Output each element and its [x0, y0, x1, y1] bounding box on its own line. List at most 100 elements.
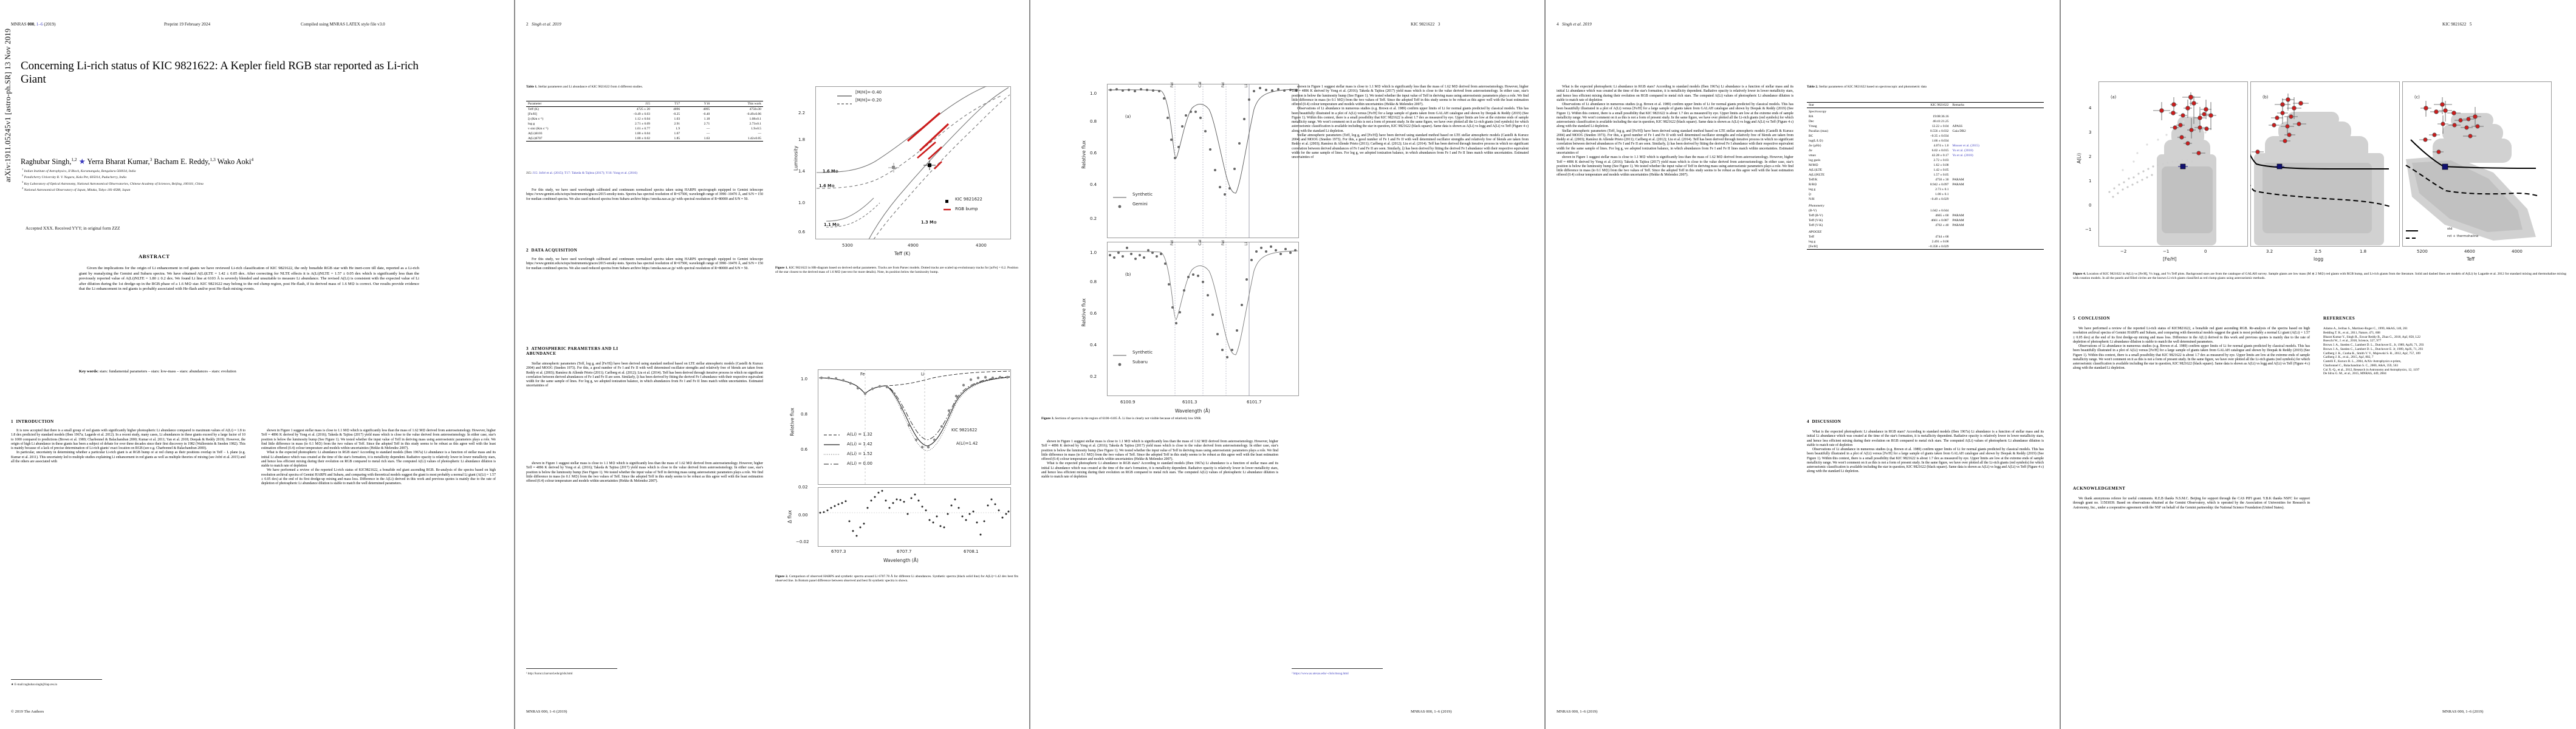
- reference-item: De Silva G. M., et al., 2015, MNRAS, 449…: [2323, 372, 2386, 376]
- figure-3: 1.0 0.8 0.6 0.4 0.2 Relative flux 1.0 0.…: [1073, 79, 1304, 414]
- table-row: BC −0.35 ± 0.034: [1809, 134, 1949, 138]
- figure-2-legend-1: A(Li) = 1.32: [847, 432, 872, 437]
- figure-3-legend-b-marks: [1113, 355, 1126, 366]
- conclusion-para-2: Observations of Li abundance in numerous…: [2073, 344, 2311, 371]
- page1-col1: It is now accepted that there is a small…: [11, 429, 245, 464]
- figure-3-legend-a2: Gemini: [1132, 202, 1148, 207]
- table-row: RA 19:08:36.16: [1809, 115, 1949, 118]
- table-row: M/M⊙ 1.62 ± 0.08: [1809, 163, 1949, 167]
- intro-paragraph-2: In particular, uncertainty in determinin…: [11, 451, 245, 464]
- p4-para-1: What is the expected photospheric Li abu…: [1557, 85, 1793, 102]
- author-1: Raghubar Singh,: [21, 157, 72, 166]
- figure-3-legend-a-marks: [1113, 197, 1126, 208]
- figure-1-legend-2: [M/H]=-0.20: [855, 98, 882, 103]
- reference-item: Castelli F., Kurucz R. L., 2004, ArXiv A…: [2323, 360, 2402, 364]
- figure-1-legend-3: KIC 9821622: [955, 197, 982, 202]
- page2-col1: For this study, we have used wavelength …: [526, 188, 763, 202]
- figure-3-caption: Figure 3. Sections of spectra in the reg…: [1041, 417, 1202, 420]
- figure-2: 1.0 0.8 0.6 Relative flux 0.02 0.00 −0.0…: [775, 364, 1018, 571]
- acknowledgement-para: We thank anonymous referee for useful co…: [2073, 497, 2310, 510]
- table-2: Star KIC 9821622 Remarks Spectroscopy RA…: [1807, 102, 2044, 250]
- footnote-url[interactable]: ¹ http://kurucz.harvard.edu/grids.html: [526, 672, 573, 676]
- p4-para-4: shown in Figure 1 suggest stellar mass i…: [1557, 156, 1793, 177]
- figure-4-plot-a: [2108, 92, 2216, 245]
- page3-col2: shown in Figure 1 suggest stellar mass i…: [1292, 85, 1529, 160]
- p3-col2-para-3: Stellar atmospheric parameters (Teff, lo…: [1292, 133, 1529, 160]
- page-3: KIC 9821622 3 1.0 0.8 0.6 0.4 0.2 Relati…: [1030, 0, 1544, 729]
- p3-col2-para-1: shown in Figure 1 suggest stellar mass i…: [1292, 85, 1529, 107]
- page2-col1c: Stellar atmospheric parameters (Teff, lo…: [526, 362, 763, 389]
- table-row: v sini (Km s⁻¹) 1.01 ± 0.77 1.9—1.9±0.5: [528, 127, 761, 131]
- author-list: Raghubar Singh,1,2 ★ Yerra Bharat Kumar,…: [21, 157, 254, 166]
- p3-para-1: shown in Figure 1 suggest stellar mass i…: [1041, 440, 1278, 462]
- keywords-label: Key words:: [79, 369, 99, 374]
- section-1-heading: 1 INTRODUCTION: [11, 419, 54, 424]
- figure-4-caption: Figure 4. Location of KIC 9821622 in A(L…: [2073, 272, 2566, 280]
- figure-1-legend-4: RGB bump: [955, 207, 978, 211]
- figure-1-legend-1: [M/H]=-0.40: [855, 90, 882, 95]
- figure-1-ylabel: Luminosity: [793, 146, 799, 171]
- reference-item: Boeschi W., J. et al., 2018, Science, 32…: [2323, 339, 2382, 343]
- table-row: A(Li)NLTE 1.57 ± 0.05: [1809, 173, 1949, 177]
- author-3: Bacham E. Reddy,: [154, 157, 210, 166]
- keywords: Key words: stars: fundamental parameters…: [79, 369, 419, 375]
- figure-3-panel-a: (a): [1125, 114, 1131, 119]
- figure-3-line-li: Li: [1244, 84, 1249, 87]
- affiliation-3: Key Laboratory of Optical Astronomy, Nat…: [24, 182, 204, 186]
- figure-2-xlabel: Wavelength (Å): [883, 558, 919, 563]
- table-row: (B-V) 1.042 ± 0.044: [1809, 209, 1949, 213]
- figure-4-plot-c: [2405, 97, 2538, 241]
- figure-3-ylabel-a: Relative flux: [1081, 140, 1087, 169]
- figure-2-axes-bottom: [818, 487, 1011, 547]
- table-row: [Fe/H] −0.49 ± 0.03 -0.25 -0.40 -0.49±0.06: [528, 112, 761, 116]
- corresponding-star: ★: [78, 157, 86, 166]
- page5-ack: We thank anonymous referee for useful co…: [2073, 497, 2310, 510]
- sec3-para: Stellar atmospheric parameters (Teff, lo…: [526, 362, 763, 388]
- table-row: Teff 4744 ± 68: [1809, 235, 1949, 239]
- table-row: log g 2.73 ± 0.1: [1809, 188, 1949, 191]
- figure-4-ylabel: A(Li): [2076, 152, 2082, 164]
- journal-volume: 000: [27, 22, 35, 27]
- footnote-url-3[interactable]: ² https://www.as.utexas.edu/~chris/moog.…: [1292, 672, 1349, 676]
- page-title: Concerning Li-rich status of KIC 9821622…: [21, 60, 419, 86]
- compiled-note: Compiled using MNRAS LATEX style file v3…: [301, 22, 385, 27]
- figure-4-panel-b: (b): [2263, 95, 2269, 100]
- table-row: Teff (V-K) 4702 ± 40 PARAM: [1809, 224, 1964, 227]
- table-section-row: APOGEE: [1809, 230, 1822, 234]
- page3-header: KIC 9821622 3: [1411, 22, 1440, 27]
- footnote-email: ★ E-mail:raghubar.singh@iiap.res.in: [11, 683, 58, 686]
- reference-item: Adamo A., Jeribas S., Martinez-Roger C.,…: [2323, 327, 2408, 330]
- page2-footer: MNRAS 000, 1–6 (2019): [526, 710, 567, 714]
- table-row: A(Li)6707 1.80 ± 0.02 1.85 1.63 1.42±0.05: [526, 136, 763, 142]
- figure-3-plot-b: [1108, 242, 1298, 396]
- journal-pages[interactable]: 1–6: [36, 22, 43, 27]
- page4-footer: MNRAS 000, 1–6 (2019): [1557, 710, 1598, 714]
- table-row: log gseis 2.72 ± 0.03: [1809, 159, 1949, 162]
- section-3-heading: 3 ATMOSPHERIC PARAMETERS AND LI ABUNDANC…: [526, 346, 618, 356]
- reference-item: Bedding T. R., et al., 2011, Nature, 471…: [2323, 330, 2380, 335]
- table-row: ξt 1.08 ± 0.1: [1809, 193, 1949, 196]
- figure-2-line-fe: Fe: [860, 372, 865, 377]
- figure-4-legend-std: std: [2447, 227, 2453, 231]
- figure-3-axes-b: [1107, 242, 1299, 396]
- figure-3-line-lib: Li: [1244, 242, 1249, 245]
- sec4-para: What is the expected photospheric Li abu…: [1807, 430, 2044, 447]
- table-section-row: Spectroscopy: [1809, 110, 1827, 114]
- figure-1-caption: Figure 1. KIC 9821622 in HR-diagram base…: [775, 266, 1018, 274]
- reference-item: Carlberg J. K., Cunha K., Smith V. V., M…: [2323, 351, 2420, 355]
- figure-2-plot-bottom: [818, 490, 1011, 537]
- figure-3-axes-a: [1107, 84, 1299, 238]
- table-row: [Fe/H] −0.358 ± 0.029: [1807, 244, 2044, 250]
- table-row: Star KIC 9821622 Remarks: [1807, 102, 2044, 108]
- table2-caption: Table 2. Stellar parameters of KIC 98216…: [1807, 85, 1927, 89]
- page3-footer: MNRAS 000, 1–6 (2019): [1411, 710, 1452, 714]
- affiliations: 1 Indian Institute of Astrophysics, II B…: [22, 168, 204, 192]
- figure-3-legend-b2: Subaru: [1132, 360, 1148, 364]
- reference-item: Carlberg J. K., et al., 2015, ApJ, 802, …: [2323, 355, 2374, 360]
- figure-3-legend-a1: Synthetic: [1132, 192, 1153, 197]
- page4-col2: What is the expected photospheric Li abu…: [1807, 430, 2044, 474]
- journal-ref: MNRAS 000, 1–6 (2019): [11, 22, 56, 27]
- keywords-text: stars: fundamental parameters – stars: l…: [99, 369, 236, 374]
- table-row: Parameter J15 T17 Y16 This work: [526, 101, 763, 107]
- figure-4-panel-a: (a): [2111, 95, 2117, 100]
